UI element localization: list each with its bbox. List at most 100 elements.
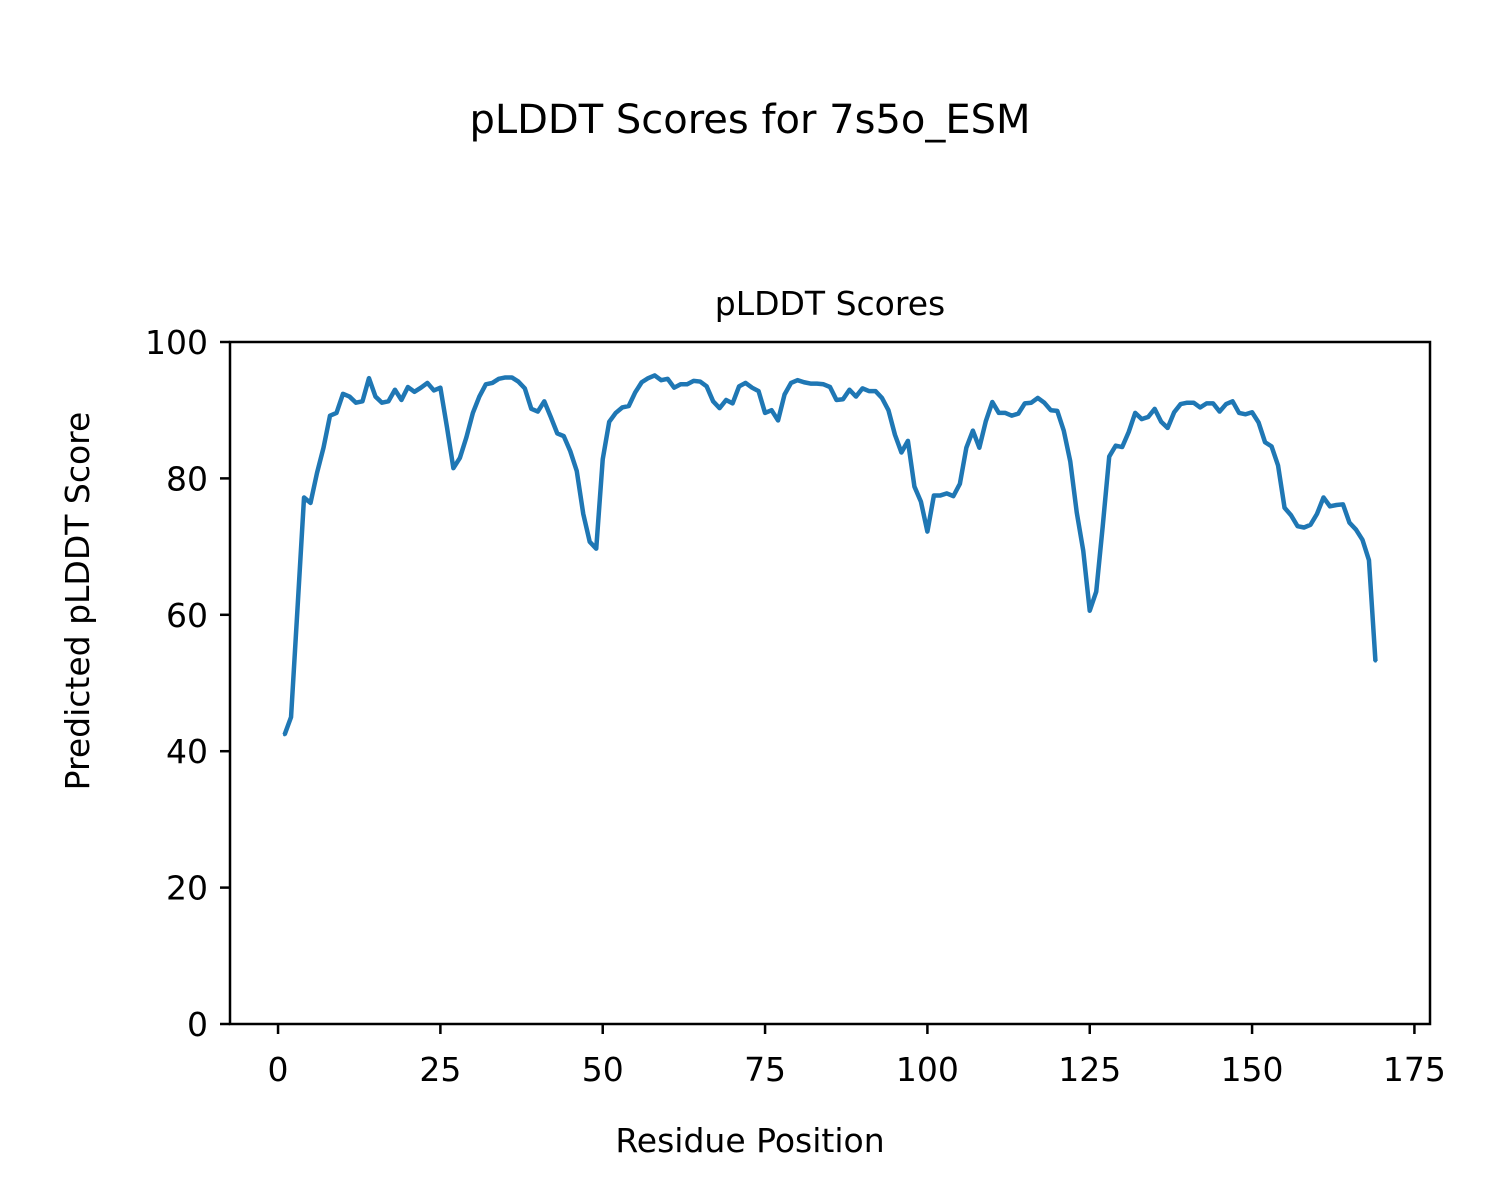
data-point	[964, 446, 968, 450]
data-point	[1270, 444, 1274, 448]
data-point	[1003, 411, 1007, 415]
data-point	[776, 418, 780, 422]
series-line-layer	[282, 373, 1378, 737]
data-point	[627, 404, 631, 408]
data-point	[562, 434, 566, 438]
data-point	[588, 540, 592, 544]
data-point	[653, 373, 657, 377]
data-point	[322, 446, 326, 450]
data-point	[860, 386, 864, 390]
data-point	[731, 401, 735, 405]
data-point	[847, 388, 851, 392]
data-point	[510, 375, 514, 379]
x-tick-label: 175	[1383, 1050, 1446, 1089]
data-point	[1172, 410, 1176, 414]
data-point	[1159, 420, 1163, 424]
data-point	[549, 415, 553, 419]
data-point	[977, 446, 981, 450]
data-point	[796, 378, 800, 382]
data-point	[594, 547, 598, 551]
data-point	[1179, 402, 1183, 406]
data-point	[1347, 521, 1351, 525]
data-point	[1075, 511, 1079, 514]
data-point	[1068, 459, 1072, 463]
data-point	[445, 425, 449, 429]
data-point	[438, 386, 442, 390]
data-point	[1153, 407, 1157, 411]
data-point	[354, 401, 358, 405]
data-point	[360, 399, 364, 403]
data-point	[328, 414, 332, 418]
data-point	[718, 406, 722, 410]
data-point	[815, 382, 819, 386]
data-point	[1224, 402, 1228, 406]
data-point	[1367, 558, 1371, 562]
data-point	[529, 407, 533, 411]
data-point	[477, 395, 481, 399]
data-point	[750, 386, 754, 390]
data-point	[912, 485, 916, 489]
data-point	[1114, 444, 1118, 448]
data-point	[685, 382, 689, 386]
data-point	[347, 395, 351, 399]
data-point	[471, 411, 475, 415]
data-point	[640, 380, 644, 384]
data-point	[432, 388, 436, 392]
data-point	[1120, 445, 1124, 449]
data-point	[1140, 417, 1144, 421]
data-point	[666, 377, 670, 381]
data-point	[497, 377, 501, 381]
data-point	[1127, 430, 1131, 434]
data-point	[296, 606, 300, 610]
y-axis-label: Predicted pLDDT Score	[58, 412, 97, 791]
data-point	[1360, 538, 1364, 542]
data-point	[484, 382, 488, 386]
data-point	[724, 398, 728, 402]
x-tick-label: 0	[268, 1050, 289, 1089]
data-point	[809, 382, 813, 386]
data-point	[886, 408, 890, 412]
data-point	[1231, 399, 1235, 403]
y-axis: 0 20 40 60 80 100	[145, 323, 230, 1044]
data-point	[315, 471, 319, 475]
data-point	[341, 392, 345, 396]
x-tick-label: 125	[1058, 1050, 1121, 1089]
data-point	[614, 411, 618, 415]
data-point	[854, 395, 858, 399]
data-point	[1250, 410, 1254, 414]
data-point	[1334, 503, 1338, 507]
data-point	[399, 398, 403, 402]
data-point	[620, 405, 624, 409]
data-point	[1309, 523, 1313, 527]
y-tick-label: 60	[166, 596, 208, 635]
data-point	[451, 466, 455, 470]
data-point	[503, 375, 507, 379]
data-point	[1049, 408, 1053, 412]
data-point	[932, 493, 936, 497]
data-point	[1283, 506, 1287, 510]
data-point	[568, 449, 572, 453]
data-point	[393, 388, 397, 392]
data-point	[542, 399, 546, 403]
data-point	[601, 457, 605, 461]
data-point	[783, 393, 787, 397]
data-point	[770, 408, 774, 412]
data-point	[802, 380, 806, 384]
data-point	[1289, 513, 1293, 517]
data-point	[289, 715, 293, 719]
data-point	[938, 493, 942, 497]
y-tick-label: 80	[166, 459, 208, 498]
data-point	[1322, 496, 1326, 499]
data-point	[1211, 401, 1215, 405]
data-point	[1146, 415, 1150, 419]
data-point	[711, 399, 715, 403]
data-point	[834, 398, 838, 402]
data-point	[1016, 412, 1020, 416]
data-point	[523, 386, 527, 390]
data-point	[1302, 526, 1306, 529]
data-point	[1088, 609, 1092, 613]
data-point	[1296, 524, 1300, 528]
data-point	[828, 385, 832, 389]
data-point	[555, 431, 559, 435]
